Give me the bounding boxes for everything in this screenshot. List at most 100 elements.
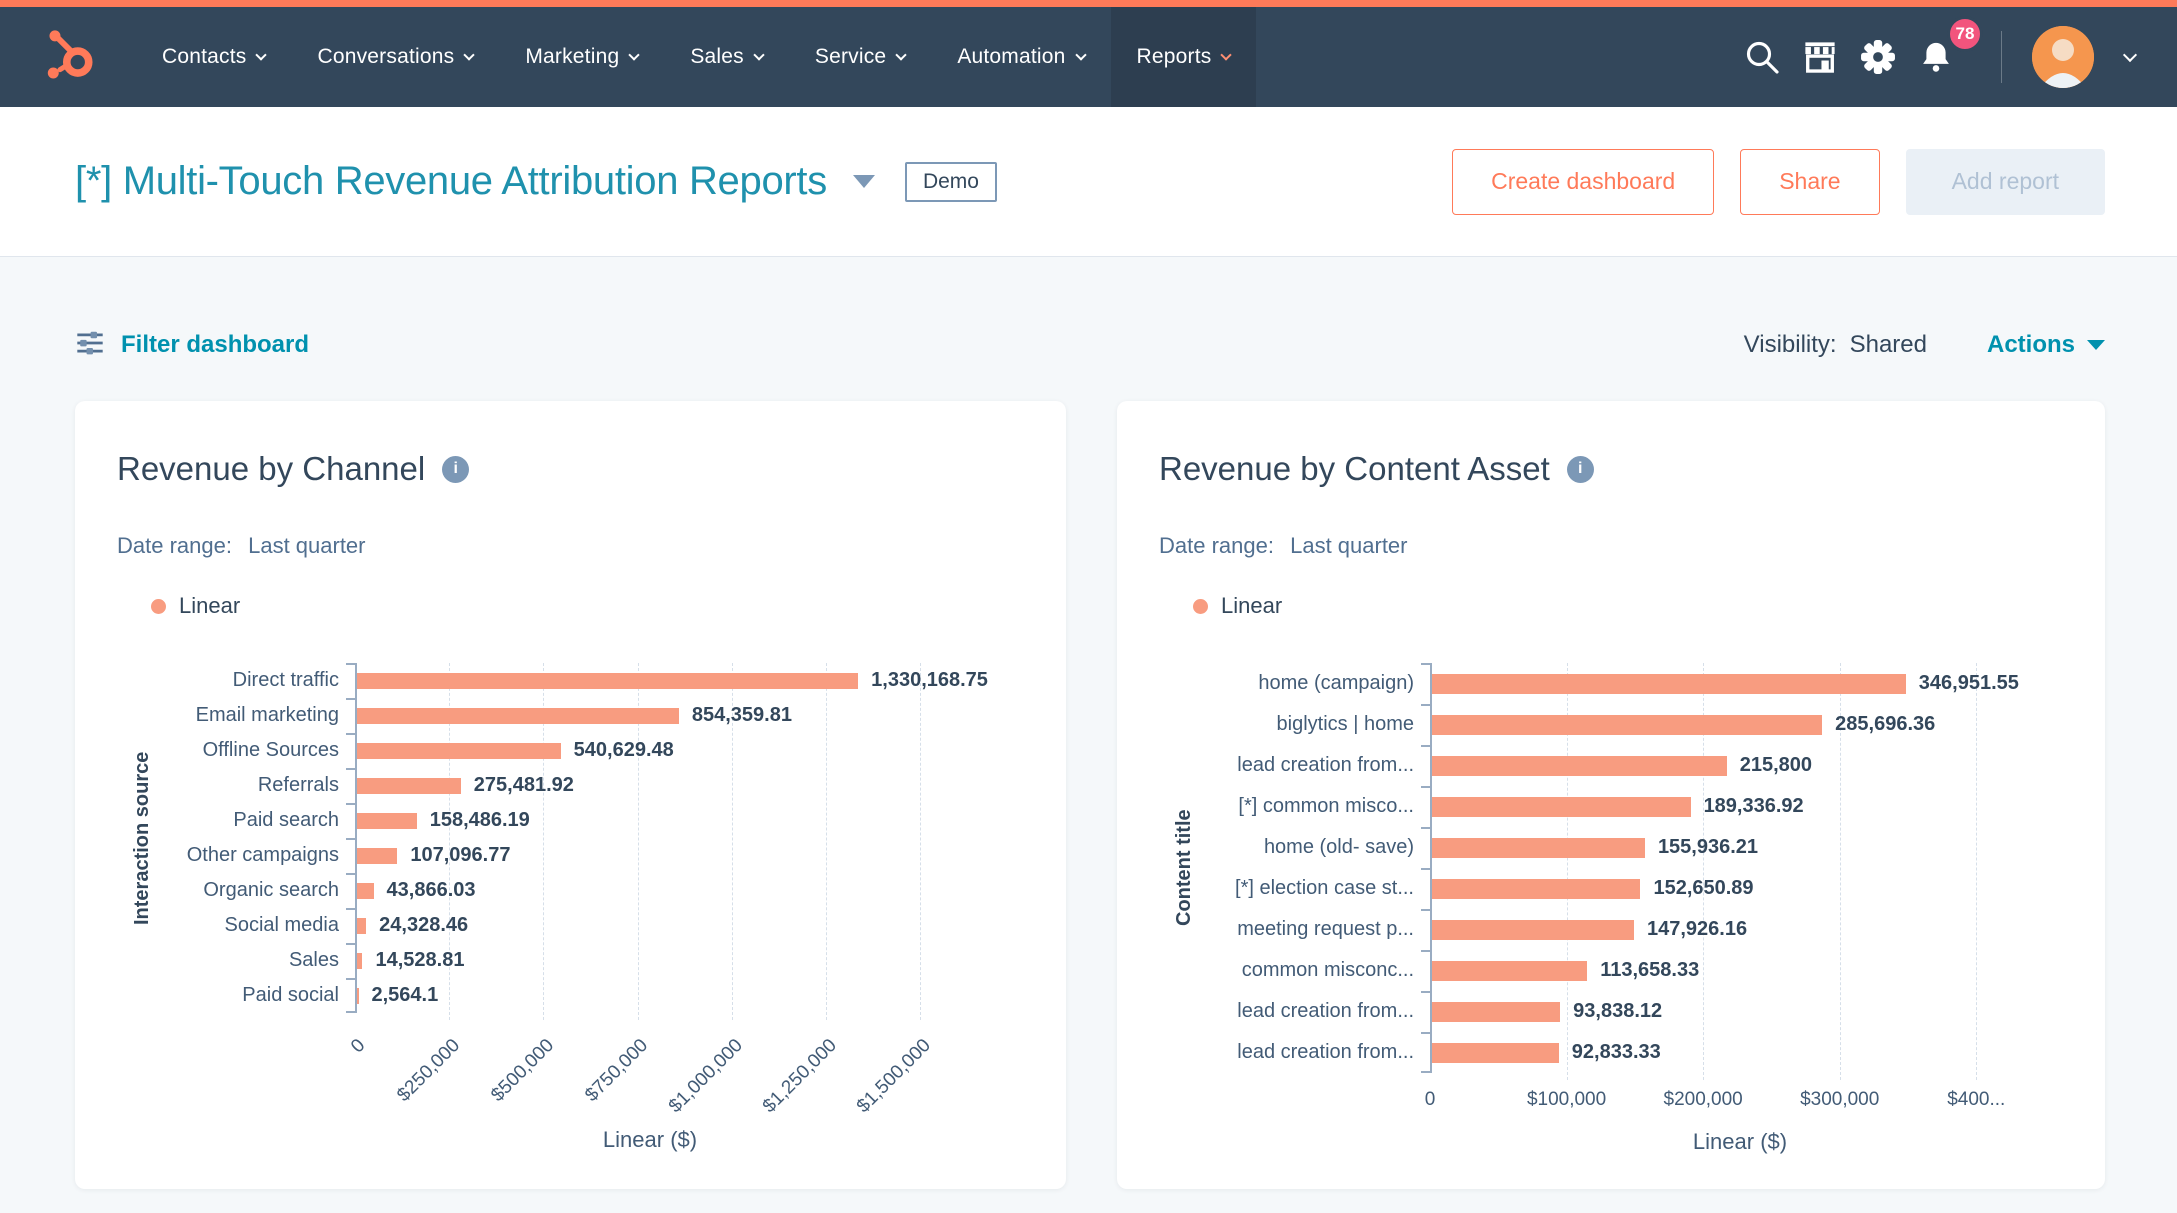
toolbar-right: Visibility: Shared Actions <box>1744 331 2105 359</box>
actions-caret-icon <box>2087 340 2105 350</box>
axis-tick <box>1421 663 1430 665</box>
nav-item-reports[interactable]: Reports <box>1111 7 1257 107</box>
category-label: Paid search <box>117 803 339 838</box>
chart-bar[interactable] <box>1432 674 1906 694</box>
axis-tick <box>346 698 355 700</box>
title-dropdown-caret-icon[interactable] <box>853 175 875 188</box>
axis-tick <box>1421 868 1430 870</box>
axis-tick <box>346 943 355 945</box>
x-axis-ticks: 0$100,000$200,000$300,000$400... <box>1159 1081 2050 1127</box>
chart-bar[interactable] <box>357 708 679 724</box>
chart-bar[interactable] <box>357 953 362 969</box>
chart-bar[interactable] <box>357 673 858 689</box>
divider <box>2001 31 2002 83</box>
legend-dot-icon <box>151 599 166 614</box>
nav-label: Marketing <box>525 45 619 69</box>
axis-tick <box>346 1011 355 1013</box>
chart-bar[interactable] <box>1432 961 1587 981</box>
filter-dashboard-link[interactable]: Filter dashboard <box>75 328 309 363</box>
category-label: Organic search <box>117 873 339 908</box>
share-button[interactable]: Share <box>1740 149 1879 215</box>
nav-label: Contacts <box>162 45 246 69</box>
notification-count-badge: 78 <box>1947 16 1983 52</box>
value-label: 1,330,168.75 <box>871 663 988 698</box>
gridline <box>826 663 827 1020</box>
chart-bar[interactable] <box>357 988 359 1004</box>
chart-bar[interactable] <box>1432 920 1634 940</box>
category-label: Referrals <box>117 768 339 803</box>
chart-bar[interactable] <box>1432 1043 1559 1063</box>
chart-bar[interactable] <box>1432 1002 1560 1022</box>
plot-area: home (campaign)346,951.55biglytics | hom… <box>1159 663 2050 1073</box>
value-label: 854,359.81 <box>692 698 792 733</box>
category-label: lead creation from... <box>1159 745 1414 786</box>
revenue-by-content-asset-chart: Content title home (campaign)346,951.55b… <box>1159 663 2063 1155</box>
dashboard-toolbar: Filter dashboard Visibility: Shared Acti… <box>75 317 2105 373</box>
actions-dropdown[interactable]: Actions <box>1987 331 2105 359</box>
notifications-bell-icon[interactable]: 78 <box>1907 28 1965 86</box>
value-label: 107,096.77 <box>410 838 510 873</box>
chevron-down-icon <box>1221 49 1232 60</box>
value-label: 155,936.21 <box>1658 827 1758 868</box>
nav-item-marketing[interactable]: Marketing <box>499 7 664 107</box>
chart-bar[interactable] <box>1432 756 1727 776</box>
marketplace-icon[interactable] <box>1791 28 1849 86</box>
chart-bar[interactable] <box>357 743 561 759</box>
value-label: 24,328.46 <box>379 908 468 943</box>
chart-bar[interactable] <box>1432 879 1640 899</box>
hubspot-dashboard-screen: Contacts Conversations Marketing Sales S… <box>0 0 2177 1213</box>
info-icon[interactable] <box>1567 456 1594 483</box>
value-label: 152,650.89 <box>1653 868 1753 909</box>
axis-tick <box>346 663 355 665</box>
date-range-row: Date range: Last quarter <box>117 533 1024 559</box>
add-report-button[interactable]: Add report <box>1906 149 2105 215</box>
legend-item-linear[interactable]: Linear <box>1193 593 2063 619</box>
page-title[interactable]: [*] Multi-Touch Revenue Attribution Repo… <box>75 159 827 204</box>
axis-tick <box>1421 1032 1430 1034</box>
x-tick-label: $100,000 <box>1527 1089 1606 1111</box>
top-navigation: Contacts Conversations Marketing Sales S… <box>0 7 2177 107</box>
demo-badge: Demo <box>905 162 997 202</box>
x-axis-ticks: 0$250,000$500,000$750,000$1,000,000$1,25… <box>117 1019 945 1125</box>
chart-bar[interactable] <box>1432 797 1691 817</box>
header-actions: Create dashboard Share Add report <box>1426 149 2105 215</box>
hubspot-logo-icon[interactable] <box>44 29 98 85</box>
create-dashboard-button[interactable]: Create dashboard <box>1452 149 1714 215</box>
chart-bar[interactable] <box>1432 715 1822 735</box>
chart-bar[interactable] <box>1432 838 1645 858</box>
x-tick-label: $1,250,000 <box>759 1035 842 1118</box>
nav-label: Automation <box>957 45 1065 69</box>
x-tick-label: $1,000,000 <box>665 1035 748 1118</box>
axis-tick <box>346 873 355 875</box>
axis-tick <box>1421 704 1430 706</box>
x-tick-label: 0 <box>1425 1089 1436 1111</box>
chart-bar[interactable] <box>357 778 461 794</box>
settings-gear-icon[interactable] <box>1849 28 1907 86</box>
x-tick-label: $750,000 <box>582 1035 654 1107</box>
chevron-down-icon <box>896 49 907 60</box>
nav-label: Sales <box>690 45 744 69</box>
legend-item-linear[interactable]: Linear <box>151 593 1024 619</box>
search-icon[interactable] <box>1733 28 1791 86</box>
axis-tick <box>1421 950 1430 952</box>
filter-dashboard-label: Filter dashboard <box>121 331 309 359</box>
x-tick-label: 0 <box>348 1035 371 1058</box>
category-label: lead creation from... <box>1159 991 1414 1032</box>
nav-item-sales[interactable]: Sales <box>664 7 789 107</box>
nav-item-service[interactable]: Service <box>789 7 931 107</box>
axis-tick <box>346 838 355 840</box>
account-chevron-down-icon[interactable] <box>2123 48 2137 62</box>
chart-bar[interactable] <box>357 918 366 934</box>
value-label: 93,838.12 <box>1573 991 1662 1032</box>
category-label: Sales <box>117 943 339 978</box>
nav-item-automation[interactable]: Automation <box>931 7 1110 107</box>
user-avatar[interactable] <box>2032 26 2094 88</box>
nav-item-contacts[interactable]: Contacts <box>136 7 291 107</box>
chart-bar[interactable] <box>357 848 397 864</box>
chart-bar[interactable] <box>357 813 417 829</box>
chevron-down-icon <box>1075 49 1086 60</box>
info-icon[interactable] <box>442 456 469 483</box>
nav-item-conversations[interactable]: Conversations <box>291 7 499 107</box>
chart-bar[interactable] <box>357 883 374 899</box>
axis-tick <box>1421 991 1430 993</box>
